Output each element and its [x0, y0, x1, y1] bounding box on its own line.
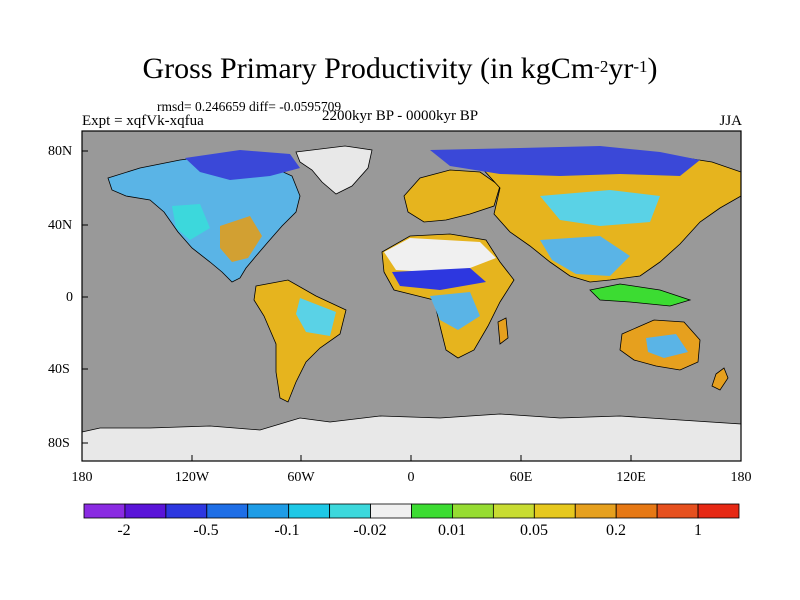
- colorbar-label-8: 1: [694, 522, 702, 539]
- sahel: [392, 268, 486, 290]
- greenland: [295, 145, 373, 195]
- colorbar-label-2: -0.5: [193, 522, 219, 539]
- lon-tick-180e: 180: [730, 470, 752, 485]
- lat-tick-80s: 80S: [48, 436, 70, 451]
- madagascar: [497, 317, 509, 345]
- chart-title: Gross Primary Productivity (in kgCm-2yr-…: [0, 52, 800, 86]
- north-america-arctic: [185, 150, 300, 180]
- colorbar-swatch-4: [206, 503, 249, 519]
- title-unit-yr: yr: [608, 52, 634, 85]
- colorbar-swatch-11: [492, 503, 535, 519]
- colorbar-swatch-16: [697, 503, 740, 519]
- colorbar-swatch-8: [370, 503, 412, 519]
- australia-interior: [646, 334, 688, 358]
- colorbar-swatch-14: [615, 503, 658, 519]
- stats-label: rmsd= 0.246659 diff= -0.0595709: [157, 99, 342, 114]
- colorbar-swatch-3: [165, 503, 208, 519]
- experiment-label: Expt = xqfVk-xqfua: [82, 113, 204, 129]
- sahara: [384, 238, 496, 272]
- colorbar-swatch-7: [329, 503, 371, 519]
- lon-tick-180w: 180: [71, 470, 93, 485]
- title-text: Gross Primary Productivity (in kgCm: [142, 52, 595, 85]
- new-zealand: [711, 367, 729, 391]
- colorbar-label-5: 0.01: [438, 522, 466, 539]
- colorbar-swatch-2: [124, 503, 167, 519]
- lon-tick-0: 0: [407, 470, 415, 485]
- asia-north: [430, 146, 700, 176]
- south-america-east: [296, 298, 336, 336]
- colorbar-label-6: 0.05: [520, 522, 548, 539]
- asia-central: [540, 190, 660, 226]
- title-exponent-2: -1: [633, 57, 648, 76]
- lon-tick-120w: 120W: [174, 470, 210, 485]
- lat-tick-40n: 40N: [48, 218, 73, 233]
- lat-tick-40s: 40S: [48, 362, 70, 377]
- asia-south: [540, 236, 630, 276]
- colorbar-swatch-12: [533, 503, 576, 519]
- colorbar-swatch-1: [83, 503, 126, 519]
- north-america-west: [172, 204, 210, 240]
- colorbar-swatch-15: [656, 503, 699, 519]
- title-close: ): [647, 52, 658, 85]
- colorbar-swatch-10: [452, 503, 494, 519]
- colorbar-swatch-9: [411, 503, 453, 519]
- colorbar-swatch-13: [574, 503, 617, 519]
- colorbar-swatch-6: [288, 503, 331, 519]
- lat-tick-80n: 80N: [48, 144, 73, 159]
- lon-tick-60w: 60W: [287, 470, 315, 485]
- season-label: JJA: [719, 113, 742, 129]
- period-label: 2200kyr BP - 0000kyr BP: [322, 108, 479, 124]
- maritime-continent: [589, 283, 692, 307]
- title-exponent-1: -2: [594, 57, 609, 76]
- colorbar-label-3: -0.1: [274, 522, 300, 539]
- lat-tick-0: 0: [66, 290, 73, 305]
- lon-tick-120e: 120E: [616, 470, 646, 485]
- central-africa: [430, 292, 480, 330]
- europe: [403, 169, 501, 223]
- colorbar-swatch-5: [247, 503, 290, 519]
- north-america-east: [220, 216, 262, 262]
- colorbar-label-4: -0.02: [353, 522, 387, 539]
- colorbar-label-7: 0.2: [606, 522, 626, 539]
- lon-tick-60e: 60E: [509, 470, 533, 485]
- colorbar-label-1: -2: [117, 522, 131, 539]
